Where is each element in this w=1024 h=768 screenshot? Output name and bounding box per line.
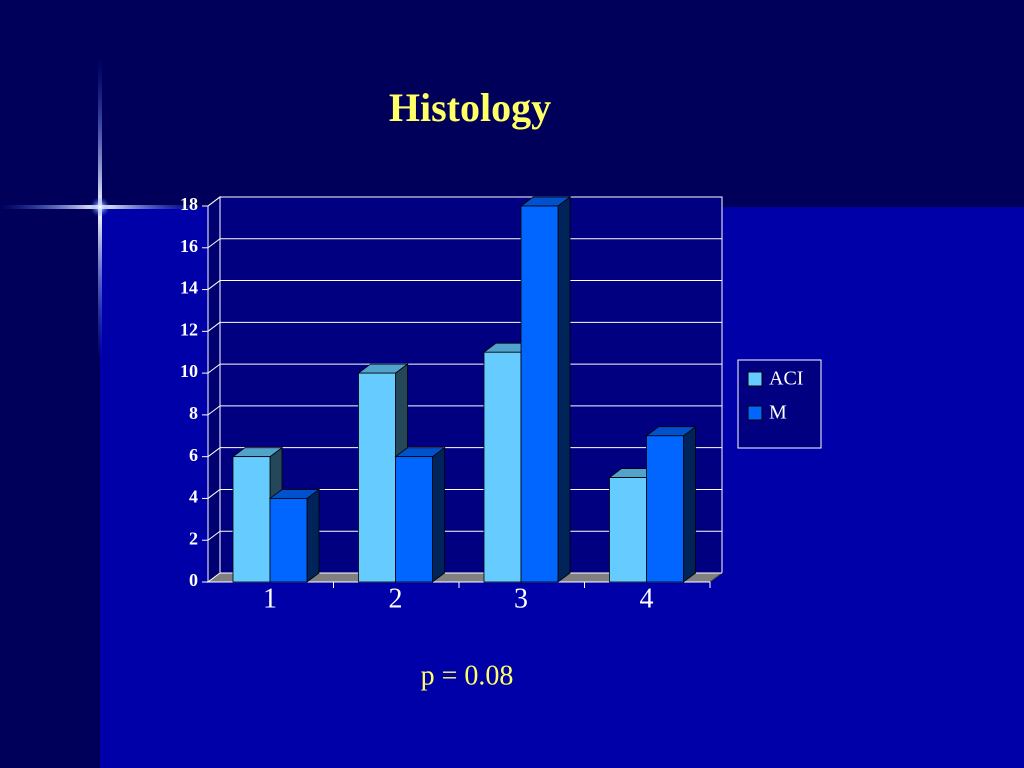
flare — [90, 197, 110, 217]
y-tick-label: 2 — [189, 528, 198, 548]
bar — [358, 372, 396, 583]
grid-line — [207, 238, 221, 249]
y-tick-label: 18 — [180, 194, 198, 214]
y-tick-label: 10 — [180, 361, 198, 381]
y-tick-label: 0 — [189, 570, 198, 590]
x-tick-label: 4 — [640, 583, 654, 614]
x-tick-label: 2 — [389, 583, 403, 614]
y-tick-label: 4 — [189, 487, 198, 507]
bar-side — [432, 446, 445, 583]
bar-side — [557, 196, 571, 583]
grid-line — [207, 530, 221, 541]
bar — [269, 498, 308, 583]
y-tick-label: 6 — [189, 445, 198, 465]
bar — [520, 205, 559, 583]
grid-line — [207, 572, 221, 583]
bar — [646, 435, 684, 583]
bar — [395, 456, 433, 583]
bar — [609, 477, 647, 583]
x-tick-label: 1 — [263, 583, 277, 614]
x-tick-label: 3 — [514, 583, 528, 614]
bar — [483, 351, 522, 583]
y-tick-label: 12 — [180, 319, 198, 339]
grid-line — [207, 363, 221, 374]
y-tick-label: 14 — [180, 278, 198, 298]
bar-side — [306, 488, 320, 583]
chart-title: Histology — [389, 85, 551, 130]
grid-line — [207, 321, 221, 332]
legend-swatch — [747, 405, 763, 421]
grid-line — [207, 280, 221, 290]
legend-label: ACI — [769, 368, 803, 390]
y-tick-label: 16 — [180, 236, 198, 256]
bar — [232, 456, 271, 583]
grid-line — [207, 489, 221, 499]
y-tick-label: 8 — [189, 403, 198, 423]
grid-line — [207, 196, 221, 207]
grid-line — [207, 405, 221, 416]
bar-side — [683, 425, 696, 583]
side-wall — [207, 196, 221, 583]
grid-line — [207, 447, 221, 458]
annotation: p = 0.08 — [421, 660, 514, 691]
legend-swatch — [747, 371, 763, 387]
legend-label: M — [769, 402, 787, 424]
